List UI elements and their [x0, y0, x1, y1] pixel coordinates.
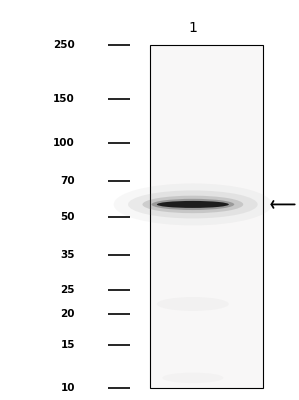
- Text: 10: 10: [60, 383, 75, 393]
- Ellipse shape: [152, 199, 234, 210]
- Bar: [150, 45, 263, 388]
- Text: 20: 20: [60, 309, 75, 319]
- Text: 35: 35: [60, 250, 75, 260]
- Ellipse shape: [157, 297, 229, 311]
- Text: 150: 150: [53, 94, 75, 104]
- Ellipse shape: [157, 201, 229, 208]
- Text: 70: 70: [60, 176, 75, 186]
- Ellipse shape: [142, 196, 243, 213]
- Text: 15: 15: [60, 340, 75, 350]
- Ellipse shape: [162, 372, 223, 383]
- Ellipse shape: [128, 190, 258, 218]
- Ellipse shape: [114, 184, 272, 226]
- Text: 25: 25: [60, 285, 75, 295]
- Text: 1: 1: [188, 21, 197, 35]
- Text: 50: 50: [60, 212, 75, 222]
- Text: 250: 250: [53, 40, 75, 50]
- Text: 100: 100: [53, 138, 75, 148]
